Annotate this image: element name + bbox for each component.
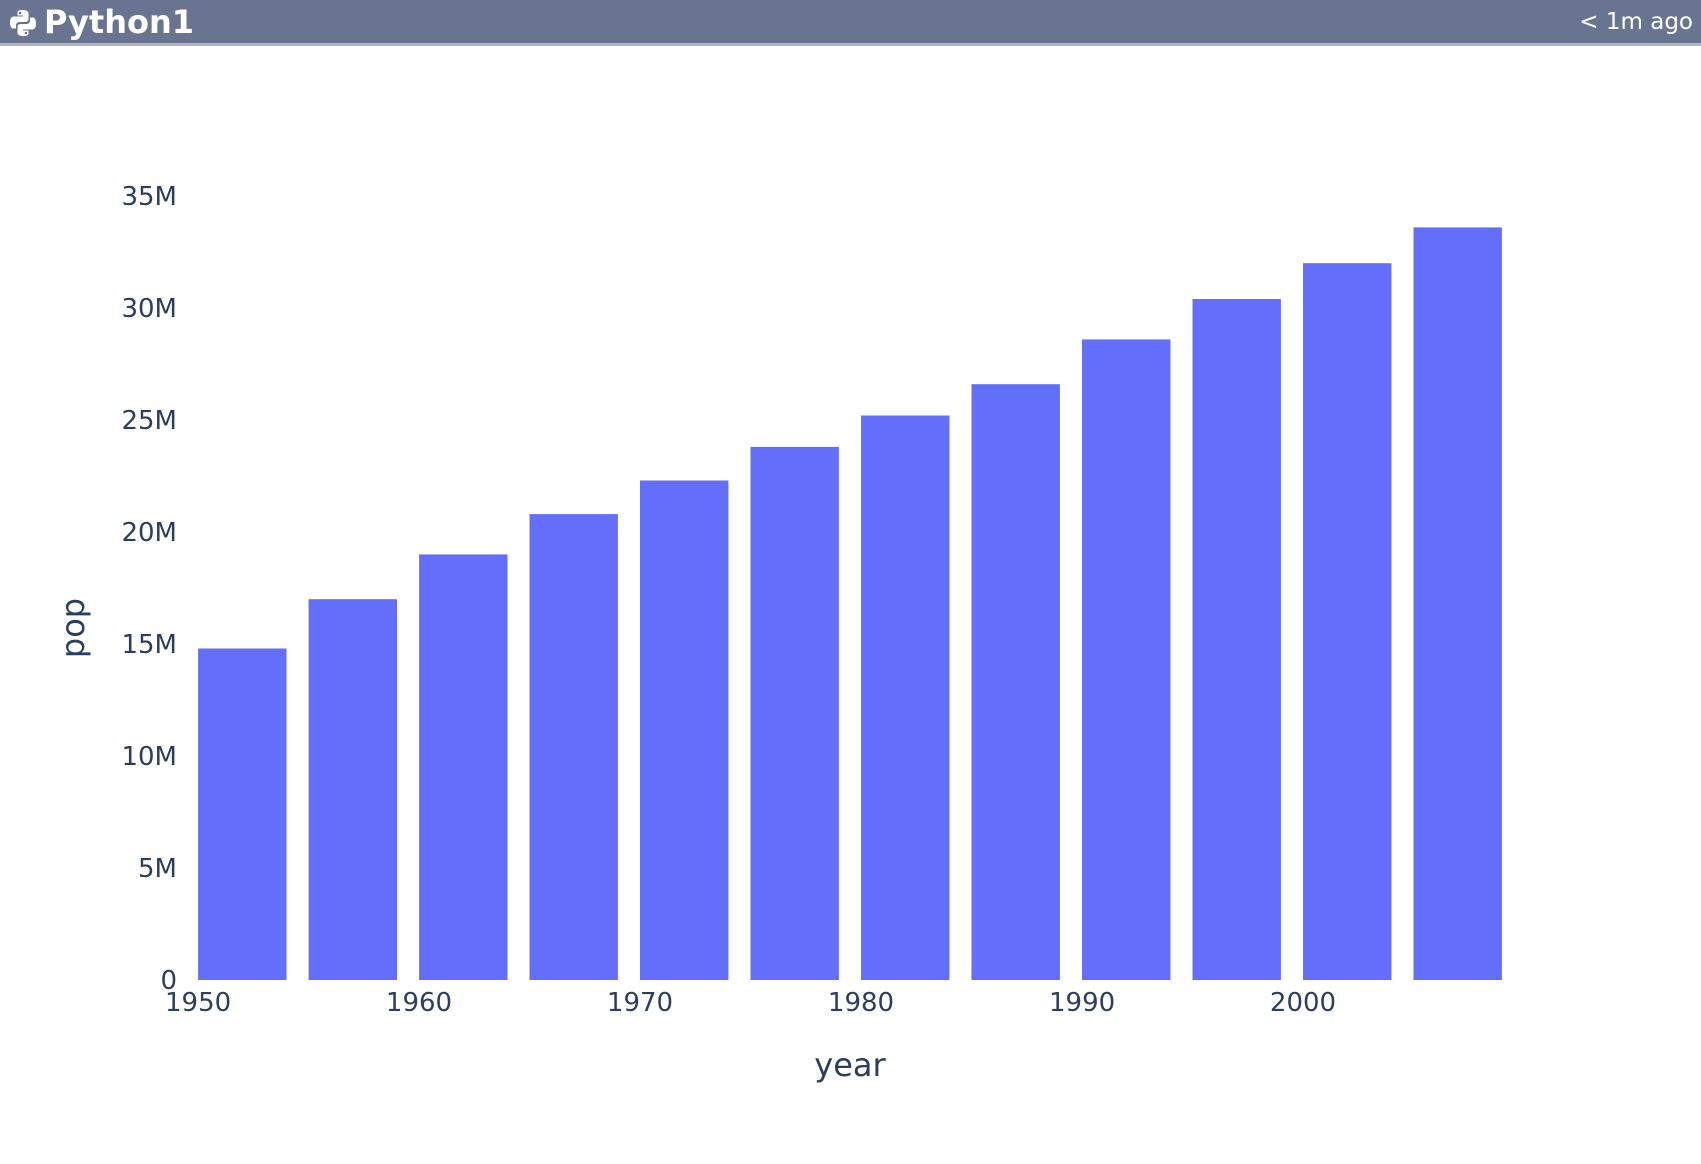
x-tick-label: 1950 [165, 988, 231, 1018]
bar-1982[interactable] [861, 415, 950, 981]
bar-1997[interactable] [1192, 299, 1281, 980]
bar-1962[interactable] [419, 554, 508, 980]
y-tick-label: 30M [121, 294, 177, 324]
x-axis-title: year [814, 1046, 886, 1084]
y-tick-label: 15M [121, 630, 177, 660]
y-tick-label: 5M [138, 854, 177, 884]
x-tick-label: 1970 [607, 988, 673, 1018]
x-tick-label: 2000 [1270, 988, 1336, 1018]
app-title: Python1 [44, 3, 195, 41]
x-axis-ticks: 1950 1960 1970 1980 1990 2000 [165, 988, 1336, 1018]
y-tick-label: 20M [121, 518, 177, 548]
bars-layer [198, 227, 1502, 980]
bar-1967[interactable] [529, 514, 618, 980]
y-tick-label: 25M [121, 406, 177, 436]
y-tick-label: 0 [160, 966, 177, 996]
bar-1992[interactable] [1082, 339, 1171, 980]
app-header: Python1 < 1m ago [0, 0, 1701, 46]
bar-1977[interactable] [750, 446, 839, 980]
bar-2007[interactable] [1413, 227, 1502, 980]
y-axis-title: pop [54, 598, 92, 658]
last-updated-timestamp: < 1m ago [1579, 9, 1693, 35]
python-icon [10, 10, 36, 36]
y-tick-label: 35M [121, 182, 177, 212]
x-tick-label: 1960 [386, 988, 452, 1018]
bar-1952[interactable] [198, 648, 287, 981]
y-tick-label: 10M [121, 742, 177, 772]
x-tick-label: 1980 [828, 988, 894, 1018]
bar-2002[interactable] [1303, 263, 1392, 980]
bar-1987[interactable] [971, 384, 1060, 980]
bar-1957[interactable] [308, 599, 397, 980]
x-tick-label: 1990 [1049, 988, 1115, 1018]
y-axis-ticks: 0 5M 10M 15M 20M 25M 30M 35M [121, 182, 177, 996]
bar-1972[interactable] [640, 480, 729, 981]
